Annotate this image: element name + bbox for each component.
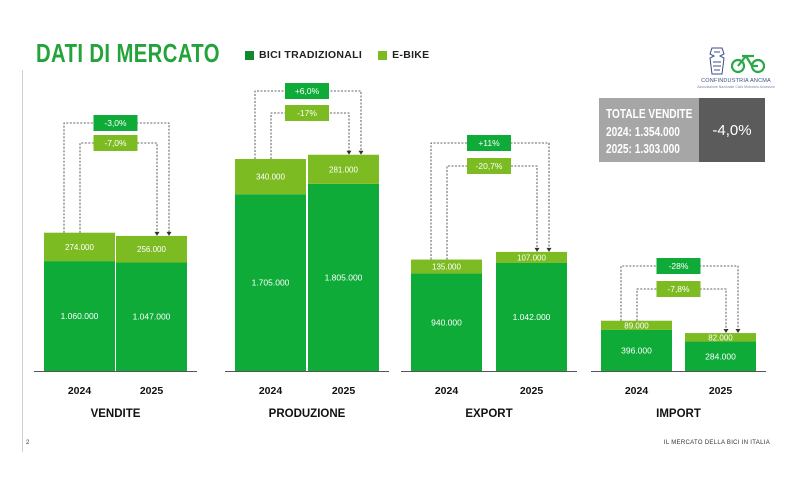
vendite-connector-inner [79,142,158,233]
left-rule [22,70,23,452]
import-arrow-outer [735,329,741,334]
import-change-outer: -28% [669,261,689,271]
vendite-bar-ebike-2024 [44,232,115,262]
footer-text: IL MERCATO DELLA BICI IN ITALIA [663,440,770,446]
produzione-change-inner: -17% [297,108,317,118]
totale-vendite-box: TOTALE VENDITE 2024: 1.354.000 2025: 1.3… [599,98,699,162]
vendite-year-2024: 2024 [68,385,92,397]
produzione-year-2025: 2025 [332,385,356,397]
produzione-change-box-outer [285,83,329,99]
legend-item-ebike: E-BIKE [378,49,429,61]
vendite-year-2025: 2025 [140,385,164,397]
legend-swatch-ebike [378,50,388,60]
export-year-2024: 2024 [435,385,459,397]
export-change-outer: +11% [478,138,500,148]
vendite-change-outer: -3,0% [104,118,127,128]
export-label-traditional-2024: 940.000 [431,317,462,327]
produzione-label-traditional-2024: 1.705.000 [252,278,290,288]
import-label-traditional-2025: 284.000 [705,351,736,361]
produzione-bar-ebike-2025 [308,154,379,184]
produzione-label-traditional-2025: 1.805.000 [325,272,363,282]
import-group-label: IMPORT [656,408,701,420]
vendite-bar-traditional-2025 [116,262,187,371]
logo-subtext: Associazione Nazionale Ciclo Motociclo A… [697,85,775,89]
legend-label-traditional: BICI TRADIZIONALI [259,49,363,61]
vendite-change-box-outer [93,115,138,131]
produzione-bar-ebike-2024 [235,159,306,195]
export-year-2025: 2025 [520,385,544,397]
import-connector-inner [636,288,727,331]
produzione-bar-traditional-2025 [308,183,379,371]
vendite-label-traditional-2024: 1.060.000 [61,311,99,321]
vendite-label-ebike-2025: 256.000 [137,245,166,254]
vendite-group-label: VENDITE [91,408,141,420]
export-label-traditional-2025: 1.042.000 [513,312,551,322]
export-bar-traditional-2024 [411,273,482,371]
produzione-label-ebike-2025: 281.000 [329,165,358,174]
import-bar-ebike-2024 [601,320,672,330]
vendite-change-inner: -7,0% [104,138,127,148]
vendite-bar-ebike-2025 [116,235,187,263]
produzione-group-label: PRODUZIONE [269,408,346,420]
vendite-label-traditional-2025: 1.047.000 [133,312,171,322]
produzione-bar-traditional-2024 [235,194,306,371]
import-arrow-inner [723,329,729,334]
import-label-ebike-2025: 82.000 [708,333,733,342]
page-number: 2 [26,440,30,446]
export-bar-ebike-2025 [496,251,567,263]
export-change-box-outer [467,135,511,151]
produzione-arrow-outer [358,150,364,155]
totale-change: -4,0% [699,98,765,162]
legend-label-ebike: E-BIKE [392,49,430,61]
import-bar-traditional-2024 [601,329,672,371]
import-change-box-inner [656,281,701,297]
import-label-ebike-2024: 89.000 [624,321,649,330]
vendite-arrow-inner [154,231,160,236]
import-change-box-outer [656,258,701,274]
produzione-connector-outer [254,90,362,159]
produzione-change-box-inner [285,105,329,121]
produzione-label-ebike-2024: 340.000 [256,173,285,182]
totale-2024: 2024: 1.354.000 [606,124,680,139]
produzione-year-2024: 2024 [259,385,283,397]
export-bar-ebike-2024 [411,259,482,274]
produzione-arrow-inner [346,150,352,155]
export-connector-inner [446,165,538,260]
vendite-arrow-outer [166,231,172,236]
legend: BICI TRADIZIONALI E-BIKE [245,49,445,61]
export-label-ebike-2025: 107.000 [517,253,546,262]
export-group-label: EXPORT [465,408,512,420]
logo-text: CONFINDUSTRIA ANCMA [701,78,771,84]
totale-2025: 2025: 1.303.000 [606,141,680,156]
import-year-2025: 2025 [709,385,733,397]
import-change-inner: -7,8% [667,284,690,294]
legend-item-traditional: BICI TRADIZIONALI [245,49,362,61]
import-bar-ebike-2025 [685,333,756,342]
vendite-bar-traditional-2024 [44,261,115,371]
export-arrow-outer [546,247,552,252]
export-change-inner: -20,7% [476,161,503,171]
export-arrow-inner [534,247,540,252]
vendite-label-ebike-2024: 274.000 [65,243,94,252]
import-bar-traditional-2025 [685,341,756,371]
export-label-ebike-2024: 135.000 [432,263,461,272]
totale-label: TOTALE VENDITE [606,106,693,121]
page-title: DATI DI MERCATO [36,38,220,68]
import-year-2024: 2024 [625,385,649,397]
vendite-change-box-inner [93,135,138,151]
export-bar-traditional-2025 [496,262,567,371]
legend-swatch-traditional [245,50,254,60]
import-label-traditional-2024: 396.000 [621,345,652,355]
export-change-box-inner [467,158,511,174]
produzione-change-outer: +6,0% [295,86,320,96]
confindustria-ancma-logo [709,47,766,75]
